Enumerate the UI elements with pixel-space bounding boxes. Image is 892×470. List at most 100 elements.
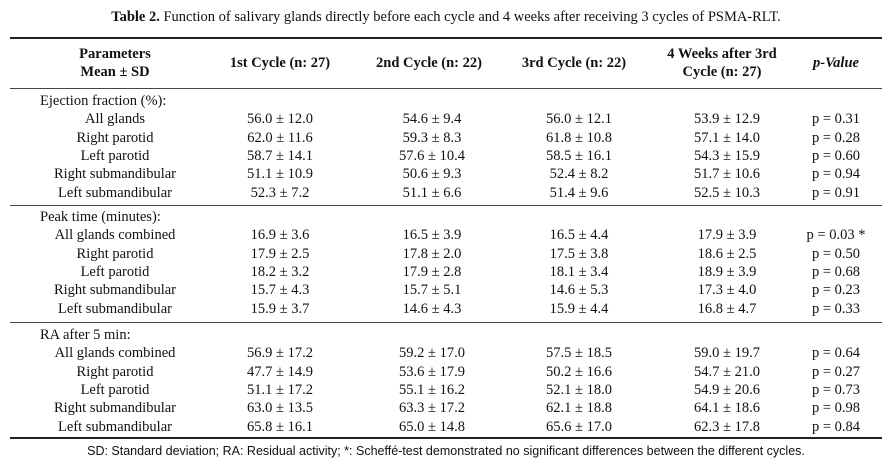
header-p-value: p-Value [813, 55, 859, 71]
cell-cycle-1: 65.8 ± 16.1 [247, 418, 313, 435]
row-label: Left submandibular [58, 418, 172, 435]
cell-cycle-2: 63.3 ± 17.2 [399, 400, 465, 417]
header-cycle-1: 1st Cycle (n: 27) [229, 55, 331, 71]
cell-4-weeks: 16.8 ± 4.7 [697, 300, 757, 317]
table-row: Right submandibular 63.0 ± 13.5 63.3 ± 17.… [10, 399, 882, 417]
row-label: Right submandibular [53, 282, 177, 299]
cell-cycle-1: 52.3 ± 7.2 [250, 184, 310, 201]
table-label: Table 2. [111, 9, 160, 25]
cell-cycle-1: 15.9 ± 3.7 [250, 300, 310, 317]
cell-cycle-2: 51.1 ± 6.6 [402, 184, 462, 201]
cell-cycle-2: 14.6 ± 4.3 [402, 300, 462, 317]
cell-cycle-2: 54.6 ± 9.4 [402, 111, 462, 128]
row-label: Left submandibular [58, 300, 172, 317]
table-row: Left parotid 18.2 ± 3.2 17.9 ± 2.8 18.1 ± 3… [10, 263, 882, 281]
cell-p-value: p = 0.31 [811, 111, 861, 128]
cell-4-weeks: 57.1 ± 14.0 [694, 129, 760, 146]
bottom-rule [10, 437, 882, 439]
cell-cycle-1: 17.9 ± 2.5 [250, 245, 310, 262]
row-label: All glands combined [54, 227, 176, 244]
table-footnote: SD: Standard deviation; RA: Residual act… [87, 444, 805, 458]
cell-p-value: p = 0.98 [811, 400, 861, 417]
cell-cycle-3: 52.1 ± 18.0 [546, 381, 612, 398]
section-title: RA after 5 min: [10, 326, 882, 344]
cell-cycle-3: 18.1 ± 3.4 [549, 263, 609, 280]
cell-cycle-1: 16.9 ± 3.6 [250, 227, 310, 244]
header-4-weeks: 4 Weeks after 3rd Cycle (n: 27) [667, 46, 777, 80]
cell-p-value: p = 0.28 [811, 129, 861, 146]
cell-cycle-2: 17.9 ± 2.8 [402, 263, 462, 280]
row-label: Left parotid [80, 381, 150, 398]
cell-cycle-3: 57.5 ± 18.5 [546, 345, 612, 362]
row-label: All glands combined [54, 345, 176, 362]
row-label: Right parotid [76, 363, 154, 380]
cell-p-value: p = 0.91 [811, 184, 861, 201]
cell-4-weeks: 59.0 ± 19.7 [694, 345, 760, 362]
cell-cycle-1: 47.7 ± 14.9 [247, 363, 313, 380]
cell-cycle-3: 52.4 ± 8.2 [549, 166, 609, 183]
cell-cycle-3: 56.0 ± 12.1 [546, 111, 612, 128]
section-title: Ejection fraction (%): [10, 92, 882, 110]
cell-cycle-2: 16.5 ± 3.9 [402, 227, 462, 244]
section-title-text: Peak time (minutes): [40, 209, 161, 225]
table-caption: Table 2. Function of salivary glands dir… [0, 8, 892, 26]
cell-cycle-1: 56.9 ± 17.2 [247, 345, 313, 362]
row-label: Left parotid [80, 147, 150, 164]
cell-cycle-3: 16.5 ± 4.4 [549, 227, 609, 244]
cell-4-weeks: 18.6 ± 2.5 [697, 245, 757, 262]
cell-4-weeks: 64.1 ± 18.6 [694, 400, 760, 417]
cell-p-value: p = 0.50 [811, 245, 861, 262]
table-row: Right submandibular 51.1 ± 10.9 50.6 ± 9.3… [10, 165, 882, 183]
top-rule [10, 37, 882, 39]
table-row: Left submandibular 15.9 ± 3.7 14.6 ± 4.3 15… [10, 300, 882, 318]
cell-p-value: p = 0.68 [811, 263, 861, 280]
cell-cycle-1: 15.7 ± 4.3 [250, 282, 310, 299]
cell-4-weeks: 54.7 ± 21.0 [694, 363, 760, 380]
section-title-text: Ejection fraction (%): [40, 93, 167, 109]
cell-p-value: p = 0.60 [811, 147, 861, 164]
cell-4-weeks: 18.9 ± 3.9 [697, 263, 757, 280]
table-row: Left parotid 58.7 ± 14.1 57.6 ± 10.4 58.5 ±… [10, 147, 882, 165]
cell-cycle-3: 17.5 ± 3.8 [549, 245, 609, 262]
cell-p-value: p = 0.23 [811, 282, 861, 299]
table-row: Right parotid 47.7 ± 14.9 53.6 ± 17.9 50.2 … [10, 363, 882, 381]
cell-cycle-3: 50.2 ± 16.6 [546, 363, 612, 380]
table-row: All glands 56.0 ± 12.0 54.6 ± 9.4 56.0 ± 12… [10, 110, 882, 128]
table-row: Right parotid 17.9 ± 2.5 17.8 ± 2.0 17.5 ± … [10, 245, 882, 263]
cell-p-value: p = 0.94 [811, 166, 861, 183]
row-label: All glands [84, 111, 145, 128]
cell-cycle-1: 51.1 ± 17.2 [247, 381, 313, 398]
cell-p-value: p = 0.33 [811, 300, 861, 317]
section-rule-1 [10, 205, 882, 206]
table-row: All glands combined 56.9 ± 17.2 59.2 ± 17.… [10, 344, 882, 362]
cell-cycle-1: 18.2 ± 3.2 [250, 263, 310, 280]
cell-4-weeks: 17.3 ± 4.0 [697, 282, 757, 299]
cell-4-weeks: 62.3 ± 17.8 [694, 418, 760, 435]
table-row: Right parotid 62.0 ± 11.6 59.3 ± 8.3 61.8 ±… [10, 129, 882, 147]
cell-cycle-3: 15.9 ± 4.4 [549, 300, 609, 317]
cell-cycle-3: 51.4 ± 9.6 [549, 184, 609, 201]
cell-cycle-2: 65.0 ± 14.8 [399, 418, 465, 435]
row-label: Right submandibular [53, 166, 177, 183]
cell-cycle-2: 53.6 ± 17.9 [399, 363, 465, 380]
table-row: Left submandibular 52.3 ± 7.2 51.1 ± 6.6 51… [10, 184, 882, 202]
table-row: Left parotid 51.1 ± 17.2 55.1 ± 16.2 52.1 ±… [10, 381, 882, 399]
row-label: Left parotid [80, 263, 150, 280]
row-label: Left submandibular [58, 184, 172, 201]
header-parameters: Parameters Mean ± SD [79, 46, 151, 80]
cell-cycle-3: 61.8 ± 10.8 [546, 129, 612, 146]
header-cycle-2: 2nd Cycle (n: 22) [376, 55, 482, 71]
row-label: Right parotid [76, 129, 154, 146]
cell-4-weeks: 17.9 ± 3.9 [697, 227, 757, 244]
cell-4-weeks: 52.5 ± 10.3 [694, 184, 760, 201]
cell-cycle-2: 57.6 ± 10.4 [399, 147, 465, 164]
cell-cycle-2: 15.7 ± 5.1 [402, 282, 462, 299]
cell-cycle-3: 62.1 ± 18.8 [546, 400, 612, 417]
cell-cycle-1: 63.0 ± 13.5 [247, 400, 313, 417]
cell-4-weeks: 51.7 ± 10.6 [694, 166, 760, 183]
cell-4-weeks: 53.9 ± 12.9 [694, 111, 760, 128]
section-rule-2 [10, 322, 882, 323]
cell-cycle-2: 59.3 ± 8.3 [402, 129, 462, 146]
cell-p-value: p = 0.03 * [806, 227, 866, 244]
header-rule [10, 88, 882, 89]
